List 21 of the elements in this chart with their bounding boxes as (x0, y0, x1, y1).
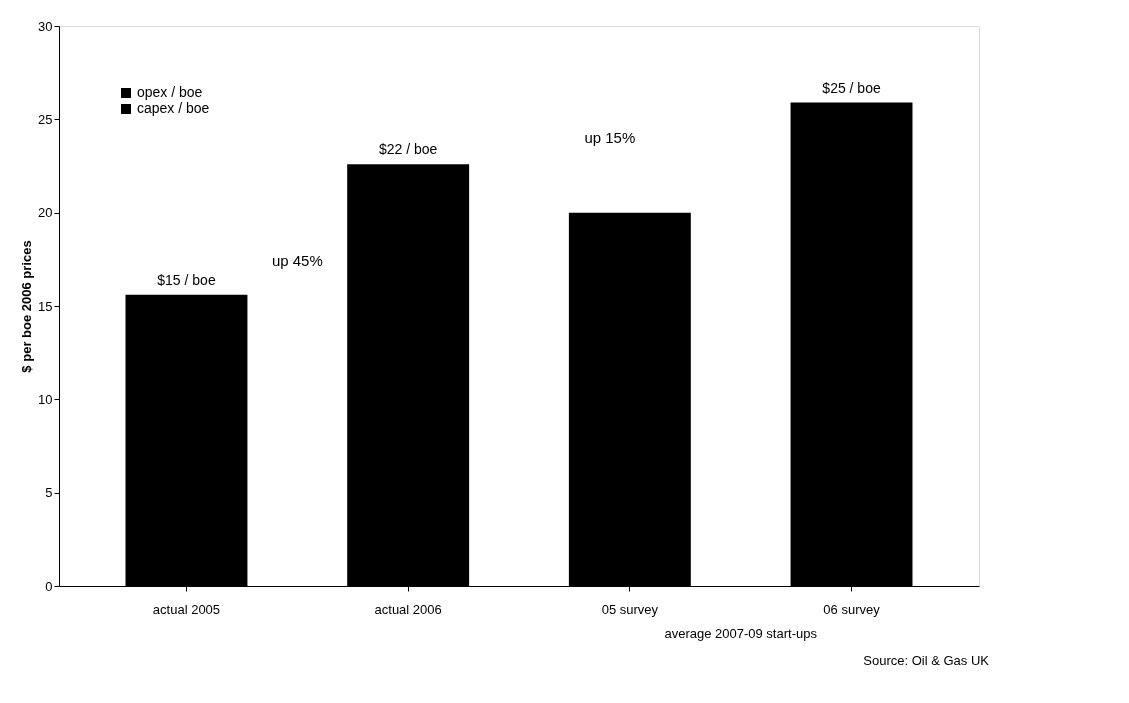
x-tick-label: 05 survey (601, 601, 659, 617)
y-tick-label: 20 (38, 205, 53, 221)
annotation: $25 / boe (822, 79, 881, 96)
annotation: $22 / boe (378, 141, 438, 158)
x-tick-label: actual 2006 (374, 601, 442, 617)
y-tick-label: 15 (38, 298, 53, 314)
y-tick-label: 0 (45, 578, 53, 594)
legend-label: capex / boe (137, 100, 210, 116)
source-note: Source: Oil & Gas UK (863, 653, 990, 668)
x-tick-label: 06 survey (823, 601, 881, 617)
legend-label: opex / boe (137, 84, 203, 100)
x-tick-label: actual 2005 (152, 601, 221, 617)
y-axis-title: $ per boe 2006 prices (19, 240, 35, 373)
annotation: up 15% (584, 129, 636, 146)
y-tick-label: 25 (38, 111, 53, 127)
y-tick-label: 5 (45, 485, 53, 501)
annotation: up 45% (271, 252, 323, 270)
y-tick-label: 30 (38, 18, 53, 34)
y-tick-label: 10 (38, 391, 53, 407)
text: average 2007-09 start-ups (664, 626, 818, 641)
annotation: $15 / boe (157, 271, 216, 288)
